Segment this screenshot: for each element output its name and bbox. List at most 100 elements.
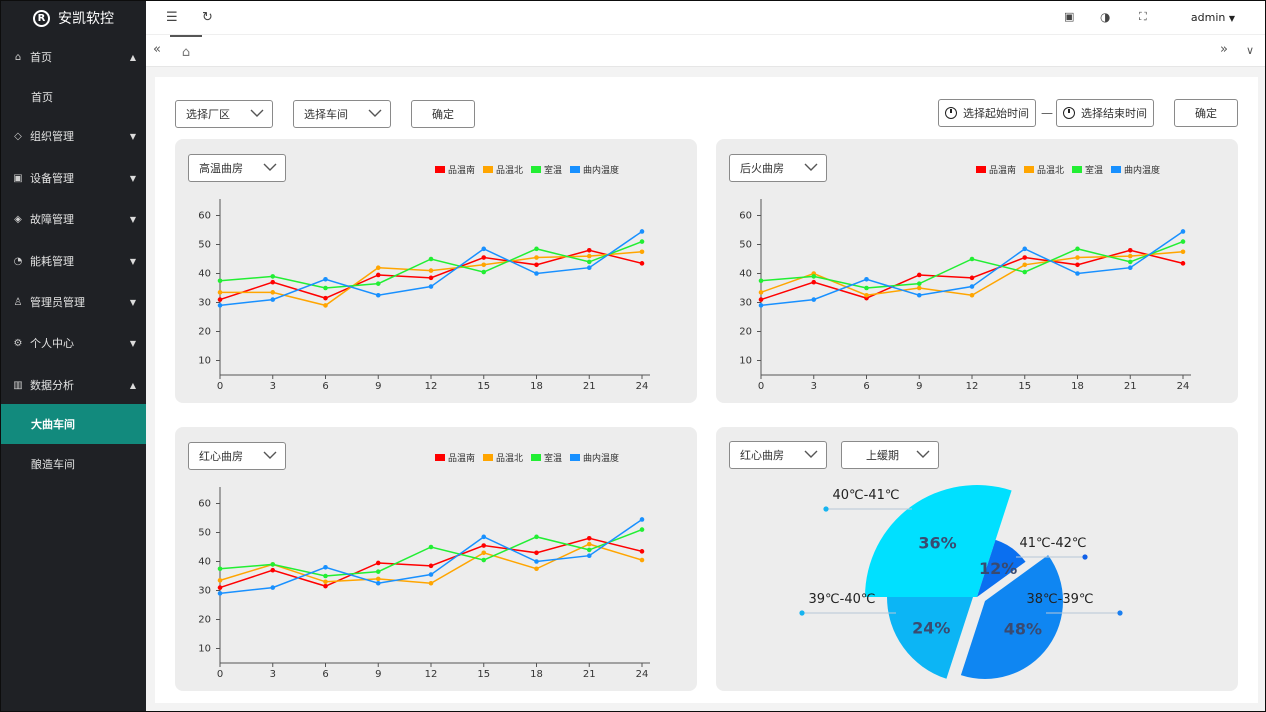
data-point[interactable]	[534, 559, 539, 564]
refresh-icon[interactable]: ↻	[202, 10, 213, 25]
data-point[interactable]	[639, 557, 645, 563]
sidebar-item-2[interactable]: ◇ 组织管理 ▼	[1, 116, 146, 156]
data-point[interactable]	[270, 297, 276, 302]
data-point[interactable]	[1075, 246, 1080, 252]
data-point[interactable]	[1180, 261, 1186, 266]
data-point[interactable]	[217, 591, 223, 596]
data-point[interactable]	[323, 277, 328, 282]
data-point[interactable]	[1075, 271, 1080, 276]
data-point[interactable]	[1127, 265, 1133, 270]
data-point[interactable]	[428, 275, 434, 281]
sidebar-item-1[interactable]: 首页	[1, 77, 146, 117]
pie-slice[interactable]	[887, 597, 973, 679]
data-point[interactable]	[639, 229, 645, 234]
data-point[interactable]	[428, 544, 434, 550]
sidebar-item-0[interactable]: ⌂ 首页 ▲	[1, 37, 146, 77]
data-point[interactable]	[323, 583, 328, 589]
data-point[interactable]	[811, 279, 817, 285]
data-point[interactable]	[639, 527, 645, 532]
data-point[interactable]	[1127, 248, 1133, 253]
data-point[interactable]	[586, 547, 592, 553]
series-line[interactable]	[219, 528, 643, 577]
start-time-picker[interactable]: 选择起始时间	[938, 99, 1036, 127]
data-point[interactable]	[758, 297, 764, 302]
logo[interactable]: R 安凯软控	[1, 1, 146, 35]
data-point[interactable]	[969, 292, 975, 298]
legend-item[interactable]: 品温南	[435, 163, 475, 176]
data-point[interactable]	[639, 239, 645, 244]
series-line[interactable]	[219, 240, 643, 289]
data-point[interactable]	[428, 256, 434, 262]
data-point[interactable]	[586, 253, 592, 259]
legend-item[interactable]: 曲内温度	[1111, 163, 1160, 176]
sidebar-item-7[interactable]: ⚙ 个人中心 ▼	[1, 323, 146, 363]
monitor-icon[interactable]: ▣	[1064, 10, 1075, 23]
pie-slice[interactable]	[977, 539, 1026, 597]
data-point[interactable]	[586, 248, 592, 253]
legend-item[interactable]: 室温	[531, 451, 562, 464]
data-point[interactable]	[323, 579, 328, 585]
data-point[interactable]	[811, 274, 817, 279]
data-point[interactable]	[217, 566, 223, 572]
data-point[interactable]	[217, 278, 223, 284]
data-point[interactable]	[586, 259, 592, 265]
data-point[interactable]	[270, 562, 276, 567]
data-point[interactable]	[217, 297, 223, 302]
data-point[interactable]	[481, 543, 487, 548]
data-point[interactable]	[481, 262, 487, 268]
data-point[interactable]	[864, 292, 869, 298]
data-point[interactable]	[375, 281, 381, 286]
theme-icon[interactable]: ◑	[1100, 10, 1111, 24]
fullscreen-icon[interactable]: ⛶	[1139, 10, 1147, 23]
data-point[interactable]	[323, 295, 328, 301]
user-menu[interactable]: admin ▼	[1191, 11, 1235, 24]
data-point[interactable]	[375, 292, 381, 298]
data-point[interactable]	[481, 534, 487, 540]
legend-item[interactable]: 室温	[1072, 163, 1103, 176]
data-point[interactable]	[969, 284, 975, 289]
data-point[interactable]	[534, 246, 539, 252]
data-point[interactable]	[534, 271, 539, 276]
data-point[interactable]	[428, 563, 434, 569]
data-point[interactable]	[270, 274, 276, 279]
data-point[interactable]	[375, 560, 381, 566]
pie-slice[interactable]	[960, 555, 1063, 679]
data-point[interactable]	[586, 536, 592, 541]
data-point[interactable]	[586, 265, 592, 270]
data-point[interactable]	[270, 585, 276, 590]
data-point[interactable]	[969, 275, 975, 281]
data-point[interactable]	[270, 290, 276, 295]
data-point[interactable]	[1180, 249, 1186, 255]
sidebar-item-5[interactable]: ◔ 能耗管理 ▼	[1, 241, 146, 281]
data-point[interactable]	[916, 292, 922, 298]
room-select-4[interactable]: 红心曲房	[729, 441, 827, 469]
phase-select[interactable]: 上缓期	[841, 441, 939, 469]
legend-item[interactable]: 曲内温度	[570, 163, 619, 176]
data-point[interactable]	[1180, 229, 1186, 234]
data-point[interactable]	[1022, 255, 1028, 260]
data-point[interactable]	[428, 268, 434, 273]
data-point[interactable]	[323, 285, 328, 291]
data-point[interactable]	[428, 284, 434, 289]
data-point[interactable]	[639, 261, 645, 266]
data-point[interactable]	[375, 580, 381, 586]
data-point[interactable]	[217, 578, 223, 583]
data-point[interactable]	[969, 256, 975, 262]
data-point[interactable]	[639, 517, 645, 522]
legend-item[interactable]: 品温北	[1024, 163, 1064, 176]
data-point[interactable]	[1127, 253, 1133, 259]
data-point[interactable]	[811, 297, 817, 302]
data-point[interactable]	[534, 550, 539, 556]
data-point[interactable]	[534, 566, 539, 572]
sidebar-item-8[interactable]: ▥ 数据分析 ▲	[1, 365, 146, 405]
data-point[interactable]	[586, 541, 592, 547]
sidebar-item-4[interactable]: ◈ 故障管理 ▼	[1, 199, 146, 239]
data-point[interactable]	[1180, 239, 1186, 244]
data-point[interactable]	[481, 557, 487, 563]
data-point[interactable]	[534, 534, 539, 540]
data-point[interactable]	[916, 281, 922, 286]
tab-options-icon[interactable]: ∨	[1246, 44, 1255, 57]
data-point[interactable]	[758, 290, 764, 295]
data-point[interactable]	[916, 272, 922, 278]
end-time-picker[interactable]: 选择结束时间	[1056, 99, 1154, 127]
